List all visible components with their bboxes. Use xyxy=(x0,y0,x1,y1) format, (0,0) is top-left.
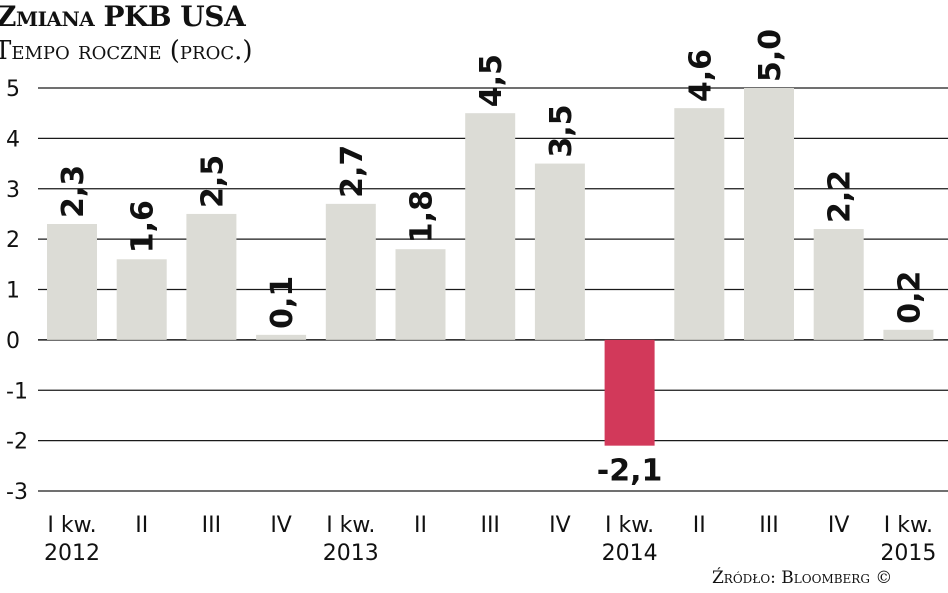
x-tick-label: 2015 xyxy=(880,541,936,566)
x-tick-label: I kw. xyxy=(884,513,933,538)
value-label: 2,2 xyxy=(823,170,858,223)
x-tick-label: II xyxy=(414,513,427,538)
x-tick-label: IV xyxy=(270,513,292,538)
x-tick-label: II xyxy=(135,513,148,538)
bar xyxy=(674,108,725,340)
y-axis-ticks: 5 4 3 2 1 0 -1 -2 -3 xyxy=(6,77,28,505)
value-label: 1,6 xyxy=(126,200,161,253)
x-tick-label: I kw. xyxy=(47,513,96,538)
x-tick-label: III xyxy=(202,513,221,538)
value-label: 3,5 xyxy=(544,104,579,157)
bar xyxy=(883,329,934,340)
bar xyxy=(813,229,864,340)
x-tick-label: IV xyxy=(549,513,571,538)
value-label: 2,5 xyxy=(195,155,230,208)
bar-chart: 5 4 3 2 1 0 -1 -2 -3 2,3 1,6 2,5 0,1 2,7 1,8 4,5 3,5 -2,… xyxy=(6,29,948,566)
value-label: -2,1 xyxy=(597,454,663,489)
bar xyxy=(744,88,794,340)
x-tick-label: 2012 xyxy=(44,541,100,566)
chart-title: Zmiana PKB USA xyxy=(0,0,246,33)
x-tick-label: III xyxy=(759,513,778,538)
x-tick-label: IV xyxy=(828,513,850,538)
bar xyxy=(604,339,655,446)
y-tick-label: 4 xyxy=(6,127,20,152)
y-tick-label: -1 xyxy=(6,379,28,404)
x-tick-label: III xyxy=(480,513,499,538)
value-label: 0,2 xyxy=(892,271,927,324)
value-label: 5,0 xyxy=(753,29,788,82)
y-tick-label: 3 xyxy=(6,178,20,203)
x-tick-label: 2013 xyxy=(323,541,379,566)
value-label: 4,6 xyxy=(683,49,718,102)
y-tick-label: -2 xyxy=(6,430,28,455)
bar xyxy=(256,334,307,340)
x-tick-label: II xyxy=(693,513,706,538)
value-label: 4,5 xyxy=(474,54,509,107)
bar xyxy=(395,249,446,340)
y-tick-label: -3 xyxy=(6,480,28,505)
bars xyxy=(47,88,934,446)
bar xyxy=(534,163,585,340)
x-tick-label: I kw. xyxy=(326,513,375,538)
x-tick-label: 2014 xyxy=(602,541,658,566)
y-tick-label: 5 xyxy=(6,77,20,102)
y-tick-label: 2 xyxy=(6,228,20,253)
y-tick-label: 0 xyxy=(6,329,20,354)
value-labels: 2,3 1,6 2,5 0,1 2,7 1,8 4,5 3,5 -2,1 4,6 5,0 2,2 0,2 xyxy=(56,29,927,489)
x-tick-label: I kw. xyxy=(605,513,654,538)
value-label: 0,1 xyxy=(265,276,300,329)
bar xyxy=(325,203,376,340)
chart-subtitle: Tempo roczne (proc.) xyxy=(0,36,253,66)
bar xyxy=(116,259,167,340)
value-label: 2,7 xyxy=(335,145,370,198)
y-tick-label: 1 xyxy=(6,279,20,304)
bar xyxy=(47,224,97,340)
value-label: 1,8 xyxy=(405,190,440,243)
source-note: Źródło: Bloomberg © xyxy=(712,568,893,588)
bar xyxy=(186,213,237,340)
value-label: 2,3 xyxy=(56,165,91,218)
bar xyxy=(465,113,516,340)
